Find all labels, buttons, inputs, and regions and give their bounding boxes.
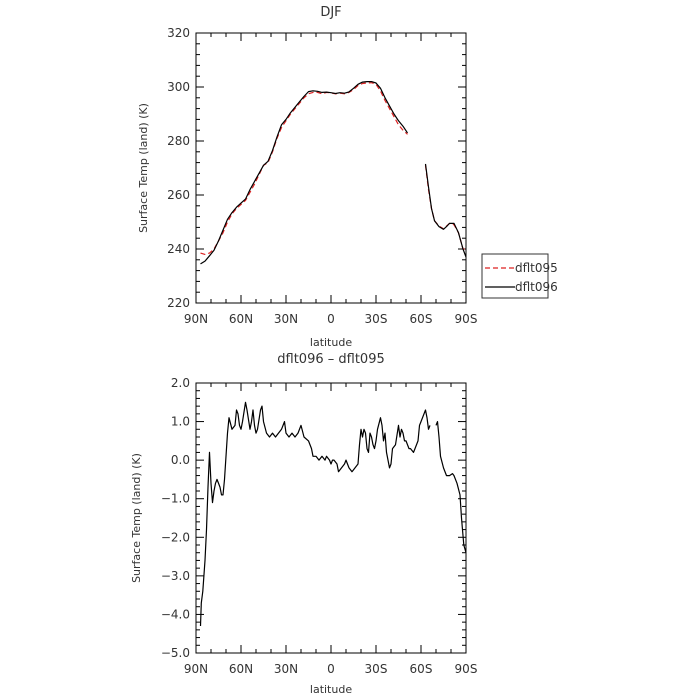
bottom-y-tick-label: 0.0 — [171, 453, 190, 467]
top-x-tick-label: 90N — [184, 312, 208, 326]
legend-box — [481, 253, 549, 299]
bottom-series-line-difference — [435, 421, 467, 553]
top-y-tick-label: 280 — [167, 134, 190, 148]
top-y-tick-label: 260 — [167, 188, 190, 202]
top-y-tick-label: 300 — [167, 80, 190, 94]
top-y-tick-label: 240 — [167, 242, 190, 256]
bottom-y-tick-label: −1.0 — [161, 492, 190, 506]
bottom-y-tick-label: −5.0 — [161, 646, 190, 660]
top-x-tick-label: 0 — [327, 312, 335, 326]
bottom-x-tick-label: 90N — [184, 662, 208, 676]
bottom-series-line-difference — [199, 401, 431, 627]
legend-label-dflt095: dflt095 — [515, 261, 558, 275]
top-chart-legend: dflt095 dflt096 — [481, 253, 558, 299]
top-chart-x-axis-label: latitude — [310, 336, 352, 349]
top-x-tick-label: 30S — [365, 312, 388, 326]
top-x-tick-label: 90S — [455, 312, 478, 326]
top-chart-panel: DJF Surface Temp (land) (K) latitude dfl… — [137, 5, 558, 349]
top-chart-title: DJF — [320, 5, 341, 20]
bottom-chart-x-axis-label: latitude — [310, 683, 352, 696]
top-series-line-dflt095 — [200, 82, 408, 255]
bottom-chart-title: dflt096 – dflt095 — [277, 352, 384, 367]
bottom-x-tick-label: 60N — [229, 662, 253, 676]
bottom-y-tick-label: −3.0 — [161, 569, 190, 583]
top-x-tick-label: 60S — [410, 312, 433, 326]
top-y-tick-label: 220 — [167, 296, 190, 310]
bottom-y-tick-label: −2.0 — [161, 530, 190, 544]
bottom-x-tick-label: 30N — [274, 662, 298, 676]
bottom-x-tick-label: 90S — [455, 662, 478, 676]
bottom-chart-panel: dflt096 – dflt095 Surface Temp (land) (K… — [130, 352, 477, 696]
legend-label-dflt096: dflt096 — [515, 280, 558, 294]
top-x-tick-label: 30N — [274, 312, 298, 326]
top-y-tick-label: 320 — [167, 26, 190, 40]
top-chart-y-axis-label: Surface Temp (land) (K) — [137, 103, 150, 233]
bottom-y-tick-label: 1.0 — [171, 415, 190, 429]
bottom-x-tick-label: 30S — [365, 662, 388, 676]
bottom-y-tick-label: 2.0 — [171, 376, 190, 390]
top-series-line-dflt096 — [200, 81, 408, 265]
bottom-y-tick-label: −4.0 — [161, 607, 190, 621]
top-x-tick-label: 60N — [229, 312, 253, 326]
bottom-x-tick-label: 0 — [327, 662, 335, 676]
bottom-x-tick-label: 60S — [410, 662, 433, 676]
bottom-chart-y-axis-label: Surface Temp (land) (K) — [130, 453, 143, 583]
top-series-line-dflt096 — [424, 163, 467, 258]
